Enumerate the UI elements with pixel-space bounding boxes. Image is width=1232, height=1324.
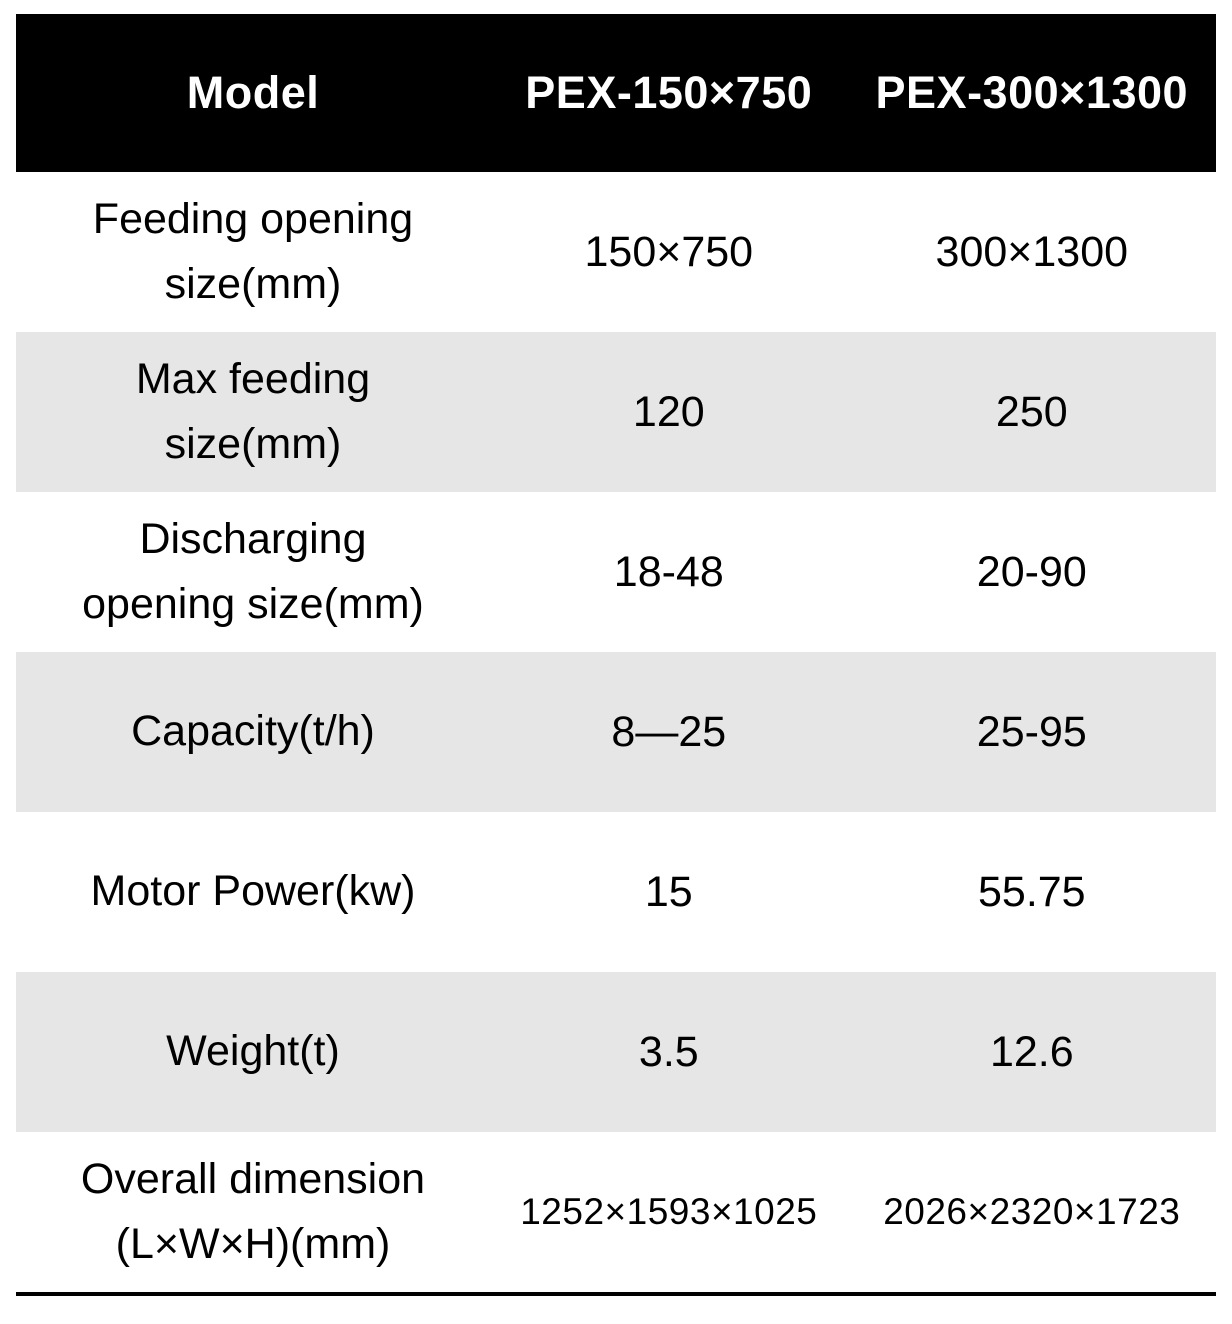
cell-value: 1252×1593×1025: [520, 1191, 818, 1232]
table-row-overall-dimension: Overall dimension (L×W×H)(mm) 1252×1593×…: [16, 1132, 1216, 1292]
header-pex-300x1300: PEX-300×1300: [875, 67, 1189, 118]
row-label: Max feeding size(mm): [135, 354, 371, 468]
cell-value: 18-48: [613, 547, 724, 596]
cell-value: 25-95: [976, 707, 1087, 756]
cell-value: 2026×2320×1723: [883, 1191, 1181, 1232]
cell-value: 150×750: [584, 227, 754, 276]
table-row-motor-power: Motor Power(kw) 15 55.75: [16, 812, 1216, 972]
spec-table: Model PEX-150×750 PEX-300×1300 Feeding o…: [16, 14, 1216, 1296]
table-header-row: Model PEX-150×750 PEX-300×1300: [16, 14, 1216, 172]
cell-value: 55.75: [977, 867, 1086, 916]
cell-value: 12.6: [989, 1027, 1074, 1076]
cell-value: 120: [632, 387, 705, 436]
table-row-discharging-opening-size: Discharging opening size(mm) 18-48 20-90: [16, 492, 1216, 652]
row-label: Feeding opening size(mm): [92, 194, 414, 308]
table-row-capacity: Capacity(t/h) 8—25 25-95: [16, 652, 1216, 812]
table-row-weight: Weight(t) 3.5 12.6: [16, 972, 1216, 1132]
header-pex-150x750: PEX-150×750: [525, 67, 813, 118]
cell-value: 3.5: [638, 1027, 699, 1076]
row-label: Weight(t): [166, 1027, 340, 1076]
cell-value: 250: [995, 387, 1068, 436]
bottom-rule: [16, 1292, 1216, 1296]
cell-value: 8—25: [611, 707, 727, 756]
cell-value: 20-90: [976, 547, 1087, 596]
table-row-feeding-opening-size: Feeding opening size(mm) 150×750 300×130…: [16, 172, 1216, 332]
row-label: Motor Power(kw): [90, 867, 416, 916]
row-label: Overall dimension (L×W×H)(mm): [80, 1154, 426, 1268]
table-row-max-feeding-size: Max feeding size(mm) 120 250: [16, 332, 1216, 492]
row-label: Discharging opening size(mm): [82, 514, 424, 628]
cell-value: 300×1300: [935, 227, 1129, 276]
header-model: Model: [186, 67, 320, 118]
row-label: Capacity(t/h): [131, 707, 375, 756]
cell-value: 15: [644, 867, 693, 916]
